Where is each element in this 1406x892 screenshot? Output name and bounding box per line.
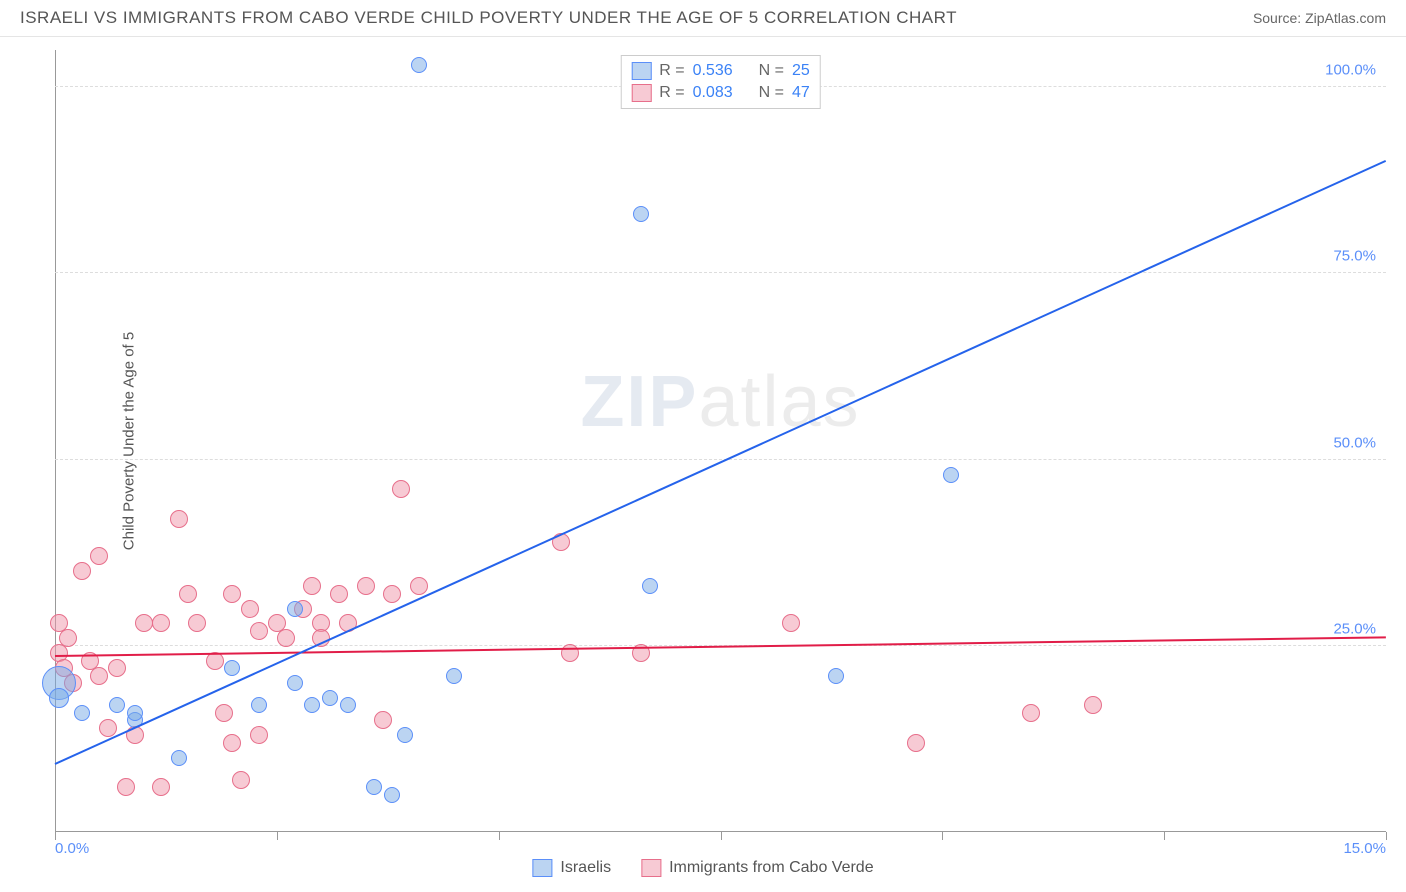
- data-point: [287, 675, 303, 691]
- data-point: [127, 705, 143, 721]
- data-point: [135, 614, 153, 632]
- data-point: [374, 711, 392, 729]
- legend-item-cabo-verde: Immigrants from Cabo Verde: [641, 859, 874, 877]
- swatch-cabo-verde: [631, 84, 651, 102]
- data-point: [109, 697, 125, 713]
- data-point: [642, 578, 658, 594]
- data-point: [171, 750, 187, 766]
- data-point: [304, 697, 320, 713]
- data-point: [241, 600, 259, 618]
- data-point: [366, 779, 382, 795]
- y-tick-label: 75.0%: [1333, 248, 1376, 265]
- data-point: [383, 585, 401, 603]
- data-point: [357, 577, 375, 595]
- data-point: [90, 547, 108, 565]
- swatch-israelis-icon: [532, 859, 552, 877]
- grid-line: [55, 272, 1386, 273]
- source-attribution: Source: ZipAtlas.com: [1253, 10, 1386, 26]
- chart-header: ISRAELI VS IMMIGRANTS FROM CABO VERDE CH…: [0, 0, 1406, 37]
- data-point: [384, 787, 400, 803]
- data-point: [303, 577, 321, 595]
- grid-line: [55, 459, 1386, 460]
- data-point: [117, 778, 135, 796]
- x-tick: [1386, 832, 1387, 840]
- series-legend: Israelis Immigrants from Cabo Verde: [532, 859, 873, 877]
- data-point: [277, 629, 295, 647]
- x-tick: [499, 832, 500, 840]
- x-tick-min: 0.0%: [55, 840, 89, 857]
- chart-plot-area: ZIPatlas Child Poverty Under the Age of …: [55, 50, 1386, 832]
- data-point: [215, 704, 233, 722]
- trend-line: [55, 636, 1386, 657]
- data-point: [1084, 696, 1102, 714]
- data-point: [188, 614, 206, 632]
- x-tick: [721, 832, 722, 840]
- data-point: [287, 601, 303, 617]
- scatter-plot: 25.0% 50.0% 75.0% 100.0%: [55, 50, 1386, 832]
- y-tick-label: 25.0%: [1333, 620, 1376, 637]
- data-point: [330, 585, 348, 603]
- data-point: [232, 771, 250, 789]
- data-point: [250, 726, 268, 744]
- data-point: [943, 467, 959, 483]
- data-point: [907, 734, 925, 752]
- stats-row-cabo-verde: R = 0.083 N = 47: [631, 82, 810, 104]
- swatch-israelis: [631, 62, 651, 80]
- x-tick: [1164, 832, 1165, 840]
- data-point: [90, 667, 108, 685]
- data-point: [224, 660, 240, 676]
- data-point: [250, 622, 268, 640]
- data-point: [152, 778, 170, 796]
- stats-row-israelis: R = 0.536 N = 25: [631, 60, 810, 82]
- x-tick: [277, 832, 278, 840]
- chart-title: ISRAELI VS IMMIGRANTS FROM CABO VERDE CH…: [20, 8, 957, 28]
- data-point: [152, 614, 170, 632]
- data-point: [397, 727, 413, 743]
- data-point: [340, 697, 356, 713]
- x-tick: [55, 832, 56, 840]
- data-point: [59, 629, 77, 647]
- legend-item-israelis: Israelis: [532, 859, 611, 877]
- data-point: [179, 585, 197, 603]
- data-point: [322, 690, 338, 706]
- data-point: [99, 719, 117, 737]
- data-point: [782, 614, 800, 632]
- data-point: [1022, 704, 1040, 722]
- trend-line: [55, 160, 1387, 765]
- data-point: [223, 734, 241, 752]
- data-point: [170, 510, 188, 528]
- data-point: [223, 585, 241, 603]
- stats-legend: R = 0.536 N = 25 R = 0.083 N = 47: [620, 55, 821, 109]
- x-tick-max: 15.0%: [1343, 840, 1386, 857]
- data-point: [108, 659, 126, 677]
- data-point: [251, 697, 267, 713]
- y-tick-label: 100.0%: [1325, 62, 1376, 79]
- data-point: [446, 668, 462, 684]
- data-point: [410, 577, 428, 595]
- data-point: [411, 57, 427, 73]
- data-point: [392, 480, 410, 498]
- data-point: [633, 206, 649, 222]
- data-point: [828, 668, 844, 684]
- data-point: [73, 562, 91, 580]
- data-point: [74, 705, 90, 721]
- y-axis: [55, 50, 56, 832]
- data-point: [49, 688, 69, 708]
- y-tick-label: 50.0%: [1333, 434, 1376, 451]
- x-tick: [942, 832, 943, 840]
- swatch-cabo-verde-icon: [641, 859, 661, 877]
